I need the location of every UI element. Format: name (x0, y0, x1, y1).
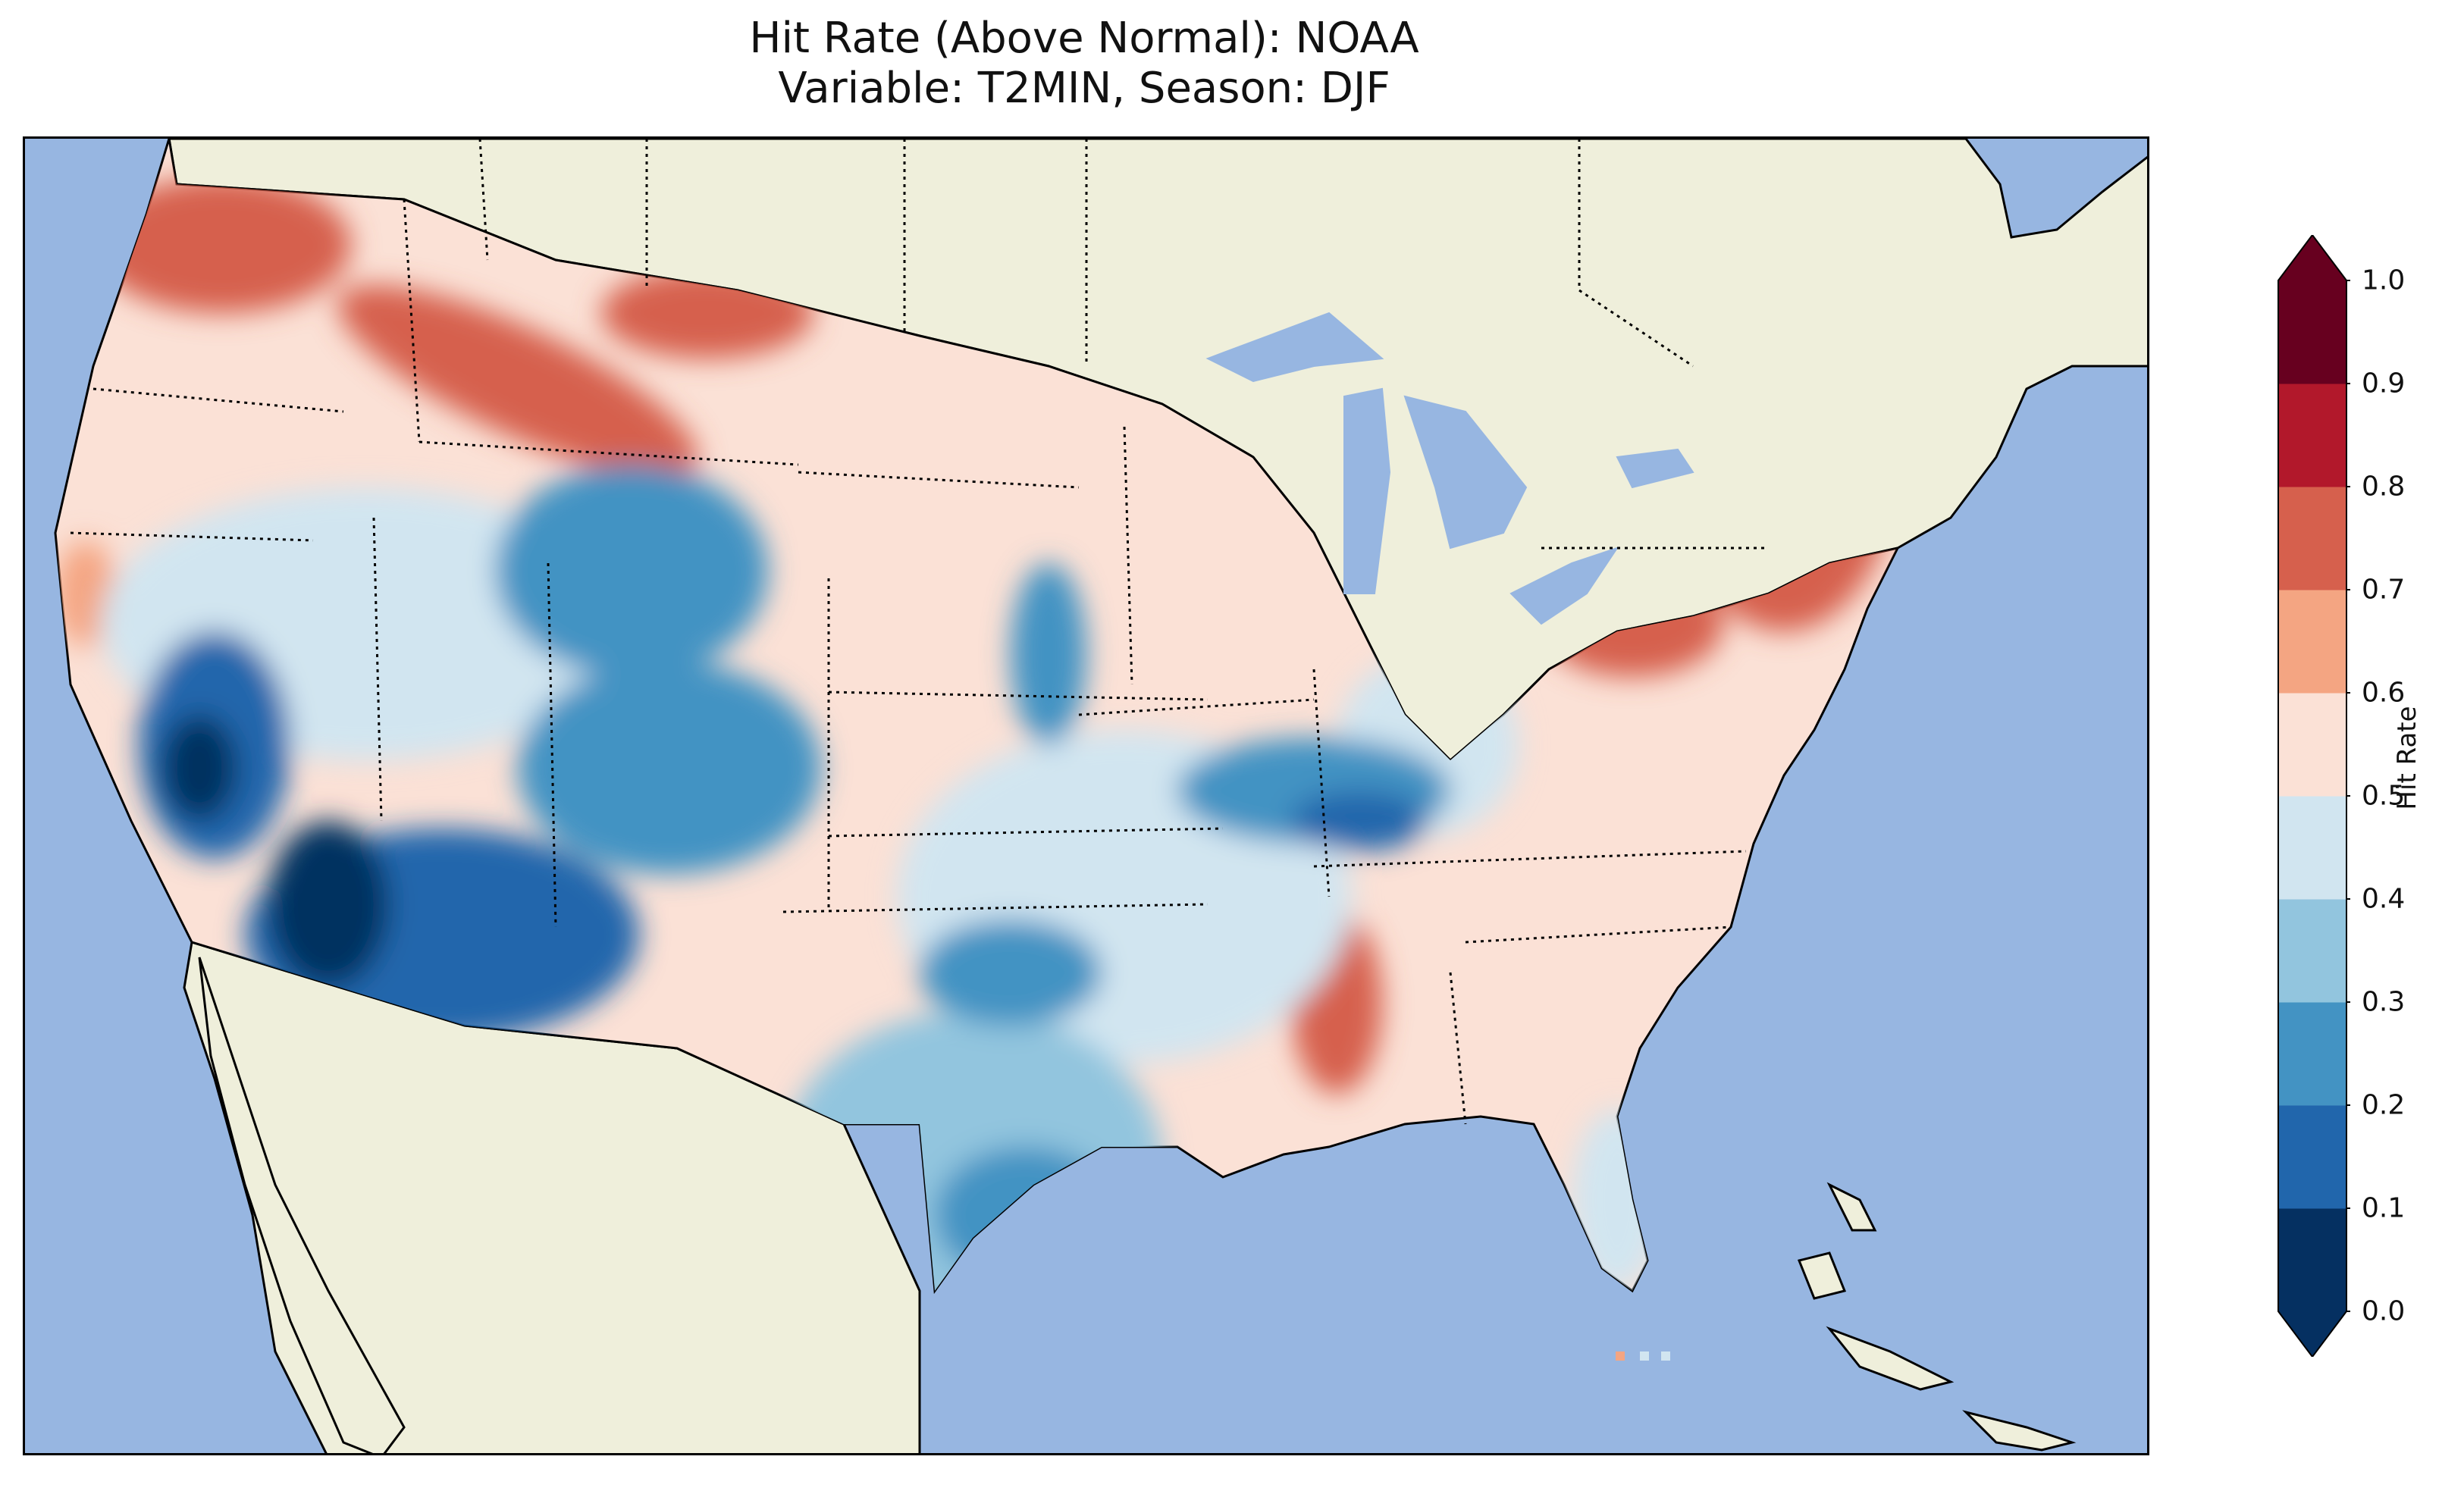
title-line-2: Variable: T2MIN, Season: DJF (778, 64, 1390, 113)
colorbar-tick-label: 0.4 (2362, 883, 2406, 915)
border-mt-wy (419, 440, 799, 466)
state-borders (70, 199, 1769, 1125)
baja-land (198, 957, 406, 1453)
border-tx-ok (782, 903, 1208, 913)
province-borders (478, 139, 1694, 368)
lake-erie (1509, 547, 1619, 625)
border-ia-mo (1078, 698, 1315, 716)
colorbar (2274, 233, 2353, 1358)
caribbean-islands (1797, 1182, 2077, 1452)
mn-blue (1011, 563, 1086, 745)
colorbar-tick-label: 0.5 (2362, 780, 2406, 812)
pnw-red (93, 177, 351, 313)
colorbar-bin (2278, 693, 2346, 797)
us-data-field (54, 139, 1900, 1295)
ca-coast-red (55, 540, 116, 647)
colorbar-tick-label: 0.9 (2362, 368, 2406, 399)
colorbar-tick-label: 1.0 (2362, 265, 2406, 296)
map-panel (23, 136, 2149, 1455)
colorbar-bin (2278, 384, 2346, 487)
border-mn-wi (1123, 426, 1133, 685)
n-rockies-red (337, 285, 698, 478)
colorbar-bin (2278, 899, 2346, 1003)
az-core (268, 821, 389, 988)
colorbar-bin (2278, 796, 2346, 900)
border-nd-sd (798, 471, 1080, 489)
ky-darkblue (1291, 791, 1428, 851)
colorbar-extend-min (2278, 1311, 2346, 1357)
great-lakes (1205, 312, 1694, 625)
lake-huron (1403, 395, 1528, 550)
title-line-1: Hit Rate (Above Normal): NOAA (749, 14, 1419, 63)
border-il-in (1312, 669, 1331, 897)
border-nv-ut (372, 517, 383, 822)
nm-blue (920, 919, 1102, 1026)
map-title: Hit Rate (Above Normal): NOAA Variable: … (23, 14, 2146, 114)
colorbar-bin (2278, 1002, 2346, 1106)
lake-ontario (1616, 448, 1694, 489)
wy-blue (495, 465, 768, 677)
border-ne-ks (828, 691, 1208, 701)
border-va-nc (1465, 926, 1732, 944)
colorbar-svg (2277, 233, 2353, 1358)
colorbar-tick-label: 0.3 (2362, 986, 2406, 1018)
border-ut-co (547, 562, 557, 928)
border-id-mt (403, 199, 421, 443)
lake-superior (1205, 312, 1384, 383)
colorbar-bin (2278, 1208, 2346, 1312)
colorbar-tick-label: 0.6 (2362, 677, 2406, 709)
co-blue (518, 662, 821, 874)
colorbar-bin (2278, 280, 2346, 384)
border-al-ga (1449, 972, 1467, 1125)
colorbar-tick-label: 0.1 (2362, 1192, 2406, 1224)
border-or-ca (70, 531, 314, 542)
colorbar-bin (2278, 590, 2346, 694)
nv-core (161, 715, 237, 821)
keys-cells (1616, 1351, 1670, 1361)
colorbar-bin (2278, 487, 2346, 590)
colorbar-bin (2278, 1105, 2346, 1209)
colorbar-tick-label: 0.7 (2362, 574, 2406, 606)
lake-michigan (1343, 387, 1391, 594)
border-ks-ok (828, 827, 1224, 838)
colorbar-extend-max (2278, 235, 2346, 280)
colorbar-tick-label: 0.2 (2362, 1089, 2406, 1121)
map-svg (25, 139, 2147, 1453)
colorbar-tick-label: 0.0 (2362, 1295, 2406, 1327)
colorbar-tick-label: 0.8 (2362, 471, 2406, 503)
